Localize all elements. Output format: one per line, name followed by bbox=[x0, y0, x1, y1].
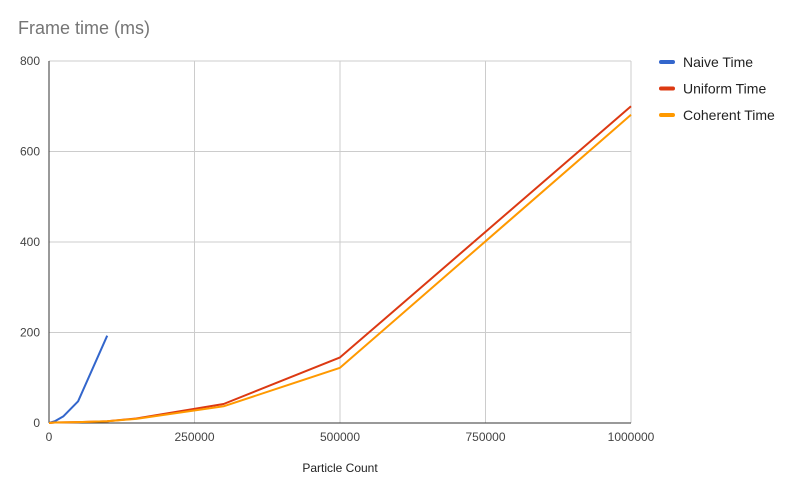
legend-label: Naive Time bbox=[683, 54, 753, 70]
axes bbox=[48, 61, 631, 424]
y-tick-label: 0 bbox=[33, 416, 40, 430]
series-lines bbox=[48, 105, 632, 424]
tick-labels: 0 200 400 600 800 0 250000 500000 750000 1000000 bbox=[20, 54, 655, 444]
x-tick-label: 500000 bbox=[320, 430, 360, 444]
y-tick-label: 600 bbox=[20, 145, 40, 159]
chart-title: Frame time (ms) bbox=[18, 18, 150, 38]
x-tick-label: 0 bbox=[46, 430, 53, 444]
x-tick-label: 250000 bbox=[174, 430, 214, 444]
y-tick-label: 800 bbox=[20, 54, 40, 68]
x-tick-label: 750000 bbox=[465, 430, 505, 444]
legend-label: Coherent Time bbox=[683, 107, 775, 123]
x-tick-label: 1000000 bbox=[608, 430, 655, 444]
x-axis-label: Particle Count bbox=[302, 461, 378, 475]
grid-lines bbox=[49, 60, 632, 423]
y-tick-label: 200 bbox=[20, 326, 40, 340]
legend: Naive Time Uniform Time Coherent Time bbox=[659, 54, 775, 123]
legend-label: Uniform Time bbox=[683, 81, 766, 97]
series-line-coherent-time bbox=[48, 114, 632, 424]
y-tick-label: 400 bbox=[20, 235, 40, 249]
series-line-naive-time bbox=[48, 335, 109, 424]
